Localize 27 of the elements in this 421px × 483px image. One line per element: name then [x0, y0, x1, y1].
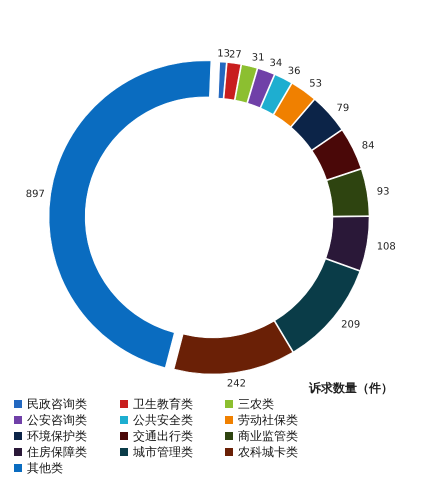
data-label: 242	[226, 378, 246, 390]
data-label: 79	[336, 103, 350, 114]
data-label: 34	[270, 58, 282, 69]
data-label: 108	[376, 242, 396, 253]
data-label: 897	[26, 188, 45, 200]
legend-label: 公安咨询类	[27, 413, 87, 427]
legend-label: 公共安全类	[133, 413, 193, 427]
data-label: 53	[309, 78, 322, 90]
legend-label: 环境保护类	[27, 429, 87, 443]
legend-label: 住房保障类	[26, 445, 87, 459]
data-label: 27	[229, 50, 242, 61]
data-label: 93	[376, 186, 390, 198]
legend-label: 其他类	[27, 461, 63, 475]
data-label: 36	[288, 66, 301, 77]
data-label: 13	[217, 48, 230, 60]
legend-label: 三农类	[238, 397, 274, 411]
data-label: 31	[252, 52, 264, 64]
legend-label: 卫生教育类	[133, 397, 193, 411]
legend-label: 劳动社保类	[238, 413, 298, 427]
legend-label: 交通出行类	[133, 429, 193, 443]
legend-label: 城市管理类	[132, 445, 193, 459]
legend-label: 农科城卡类	[238, 445, 298, 459]
data-label: 84	[362, 140, 374, 152]
data-label: 209	[341, 320, 360, 331]
text: 诉求数量（件）	[308, 381, 393, 395]
legend-label: 商业监管类	[238, 429, 298, 443]
legend-label: 民政咨询类	[27, 397, 87, 411]
